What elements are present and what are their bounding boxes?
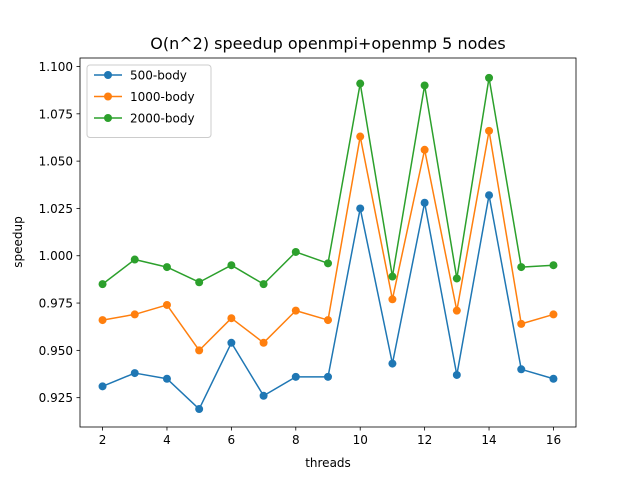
data-point	[517, 263, 526, 272]
legend-marker	[104, 114, 112, 122]
legend-item: 500-body	[94, 69, 187, 83]
legend-label: 2000-body	[130, 112, 195, 126]
data-point	[130, 369, 139, 378]
data-point	[452, 274, 461, 283]
y-tick-label: 0.950	[39, 344, 73, 358]
data-point	[195, 405, 204, 414]
data-point	[162, 263, 171, 272]
data-point	[485, 191, 494, 200]
y-tick-label: 0.925	[39, 391, 73, 405]
data-point	[388, 359, 397, 368]
y-tick-label: 1.100	[39, 60, 73, 74]
x-tick-label: 12	[417, 433, 432, 447]
data-point	[549, 310, 558, 319]
legend-item: 1000-body	[94, 90, 195, 104]
x-axis-ticks: 2 4 6 8 10 12 14 16	[99, 427, 561, 447]
data-point	[452, 370, 461, 379]
data-point	[485, 126, 494, 135]
data-point	[388, 272, 397, 281]
legend: 500-body 1000-body 2000-body	[86, 64, 212, 138]
data-point	[388, 295, 397, 304]
data-point	[259, 338, 268, 347]
data-point	[227, 261, 236, 270]
legend-item: 2000-body	[94, 112, 195, 126]
data-point	[517, 319, 526, 328]
data-point	[356, 132, 365, 141]
data-point	[130, 255, 139, 264]
data-point	[227, 338, 236, 347]
data-point	[291, 306, 300, 315]
y-axis-ticks: 0.925 0.950 0.975 1.000 1.025 1.050 1.075 1.100	[39, 60, 80, 405]
data-point	[420, 198, 429, 207]
x-tick-label: 6	[228, 433, 236, 447]
series-2000-body	[98, 73, 558, 289]
series-500-body	[98, 191, 558, 414]
data-point	[549, 261, 558, 270]
x-tick-label: 8	[292, 433, 300, 447]
data-point	[324, 316, 332, 325]
data-point	[227, 314, 236, 323]
data-point	[324, 372, 332, 381]
legend-label: 1000-body	[130, 90, 195, 104]
data-point	[452, 306, 461, 315]
data-point	[259, 280, 268, 289]
data-point	[324, 259, 332, 268]
data-point	[98, 316, 107, 325]
x-tick-label: 2	[99, 433, 107, 447]
data-point	[291, 372, 300, 381]
data-point	[162, 300, 171, 309]
x-tick-label: 16	[546, 433, 561, 447]
data-point	[162, 374, 171, 383]
data-point	[549, 374, 558, 383]
x-axis-label: threads	[305, 456, 351, 470]
legend-box	[86, 64, 212, 138]
y-tick-label: 1.000	[39, 249, 73, 263]
series-layer	[98, 73, 558, 414]
data-point	[356, 79, 365, 88]
chart-title: O(n^2) speedup openmpi+openmp 5 nodes	[150, 34, 505, 53]
data-point	[356, 204, 365, 213]
data-point	[98, 280, 107, 289]
data-point	[98, 382, 107, 391]
x-tick-label: 10	[353, 433, 368, 447]
y-tick-label: 1.025	[39, 202, 73, 216]
legend-marker	[104, 92, 112, 101]
series-1000-body	[98, 126, 558, 355]
data-point	[291, 247, 300, 256]
data-point	[130, 310, 139, 319]
y-tick-label: 1.050	[39, 155, 73, 169]
data-point	[517, 365, 526, 374]
plot-frame	[79, 57, 577, 428]
legend-label: 500-body	[130, 69, 187, 83]
legend-marker	[104, 71, 112, 79]
data-point	[485, 73, 494, 82]
data-point	[420, 145, 429, 154]
data-point	[259, 391, 268, 400]
y-tick-label: 0.975	[39, 297, 73, 311]
data-point	[420, 81, 429, 90]
data-point	[195, 346, 204, 355]
y-tick-label: 1.075	[39, 107, 73, 121]
y-axis-label: speedup	[11, 216, 25, 267]
x-tick-label: 4	[163, 433, 171, 447]
x-tick-label: 14	[481, 433, 496, 447]
data-point	[195, 278, 204, 287]
